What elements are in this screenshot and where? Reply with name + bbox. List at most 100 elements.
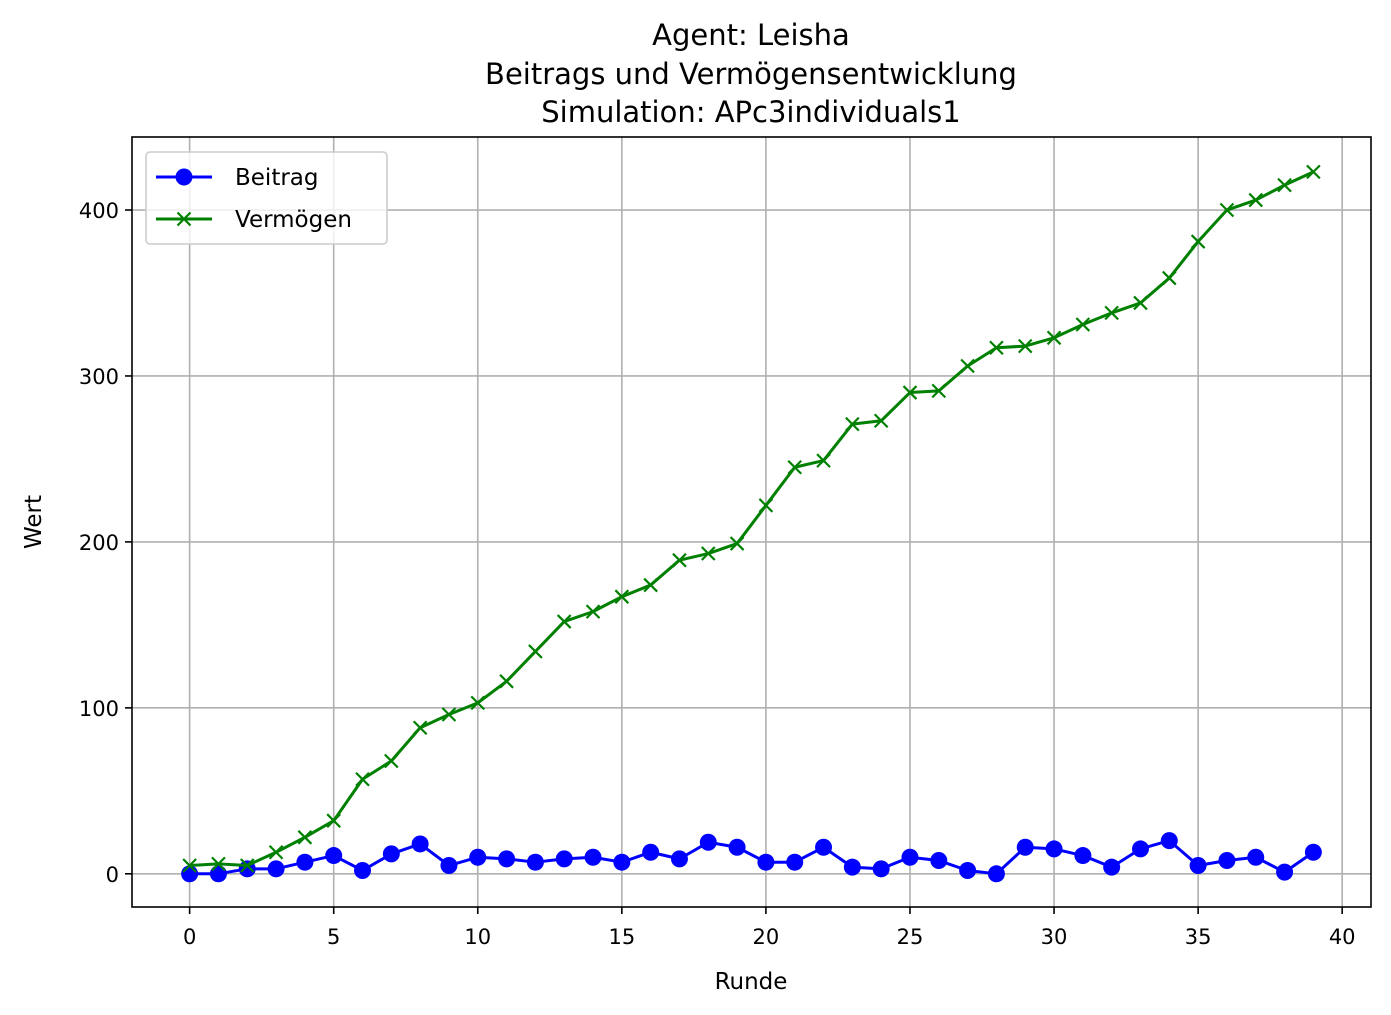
data-point-vermoegen <box>326 813 341 828</box>
data-point-beitrag <box>1218 852 1236 870</box>
y-axis-label: Wert <box>21 495 47 549</box>
data-point-beitrag <box>1247 848 1265 866</box>
chart-title: Agent: Leisha Beitrags und Vermögensentw… <box>485 18 1017 129</box>
chart-title-line-2: Beitrags und Vermögensentwicklung <box>485 57 1017 91</box>
data-point-beitrag <box>843 858 861 876</box>
data-point-beitrag <box>670 850 688 868</box>
data-point-beitrag <box>1131 840 1149 858</box>
data-point-vermoegen <box>845 416 860 432</box>
data-point-vermoegen <box>297 830 313 845</box>
data-point-vermoegen <box>182 858 197 873</box>
data-point-vermoegen <box>960 358 975 374</box>
data-point-beitrag <box>584 848 602 866</box>
y-tick-label: 0 <box>106 863 119 887</box>
data-point-beitrag <box>786 853 804 871</box>
series-vermoegen <box>182 164 1321 873</box>
data-point-beitrag <box>1160 832 1178 850</box>
data-point-vermoegen <box>989 340 1004 356</box>
data-point-beitrag <box>267 860 285 878</box>
data-point-vermoegen <box>470 695 486 711</box>
data-point-vermoegen <box>441 707 457 722</box>
data-point-vermoegen <box>643 577 658 593</box>
data-point-beitrag <box>526 853 544 871</box>
data-point-beitrag <box>930 852 948 870</box>
data-point-beitrag <box>1276 863 1294 881</box>
data-point-vermoegen <box>585 604 601 619</box>
data-point-beitrag <box>354 861 372 879</box>
x-tick-label: 15 <box>608 925 635 949</box>
x-tick-label: 40 <box>1329 925 1356 949</box>
data-point-beitrag <box>757 853 775 871</box>
y-tick-label: 200 <box>79 531 119 555</box>
data-point-vermoegen <box>1104 305 1119 321</box>
series-line-vermoegen <box>189 170 1314 868</box>
data-point-beitrag <box>1103 858 1121 876</box>
data-point-beitrag <box>1074 847 1092 865</box>
data-point-beitrag <box>1189 857 1207 875</box>
data-point-vermoegen <box>873 413 889 429</box>
series-line-beitrag <box>189 839 1315 876</box>
data-point-beitrag <box>411 835 429 853</box>
data-point-vermoegen <box>758 498 774 513</box>
x-tick-label: 0 <box>183 925 196 949</box>
plot-area-frame <box>131 136 1372 908</box>
legend-label-beitrag: Beitrag <box>235 165 319 191</box>
legend-marker-vermoegen <box>176 211 192 227</box>
legend: Beitrag Vermögen <box>145 151 388 245</box>
data-point-vermoegen <box>672 552 687 568</box>
data-point-vermoegen <box>528 644 543 659</box>
data-point-vermoegen <box>556 614 572 629</box>
data-point-vermoegen <box>1017 338 1033 354</box>
data-point-beitrag <box>498 850 516 868</box>
data-point-beitrag <box>642 843 660 861</box>
data-point-beitrag <box>1016 838 1034 856</box>
chart-title-line-1: Agent: Leisha <box>652 18 850 52</box>
legend-marker-beitrag <box>175 168 193 186</box>
data-point-vermoegen <box>816 453 831 468</box>
x-axis: 0 5 10 15 20 25 30 35 40 <box>183 907 1356 949</box>
data-point-vermoegen <box>902 385 918 400</box>
data-point-vermoegen <box>211 856 226 872</box>
chart-title-line-3: Simulation: APc3individuals1 <box>541 95 960 129</box>
data-point-beitrag <box>469 848 487 866</box>
data-point-vermoegen <box>1306 164 1321 180</box>
data-point-vermoegen <box>931 383 947 399</box>
data-point-vermoegen <box>614 589 630 604</box>
data-point-vermoegen <box>1075 317 1091 332</box>
data-point-beitrag <box>1045 840 1063 858</box>
data-point-vermoegen <box>1248 192 1264 208</box>
x-tick-label: 30 <box>1041 925 1068 949</box>
y-tick-label: 100 <box>79 697 119 721</box>
data-point-beitrag <box>181 865 199 883</box>
legend-box <box>145 151 388 245</box>
data-point-beitrag <box>1304 843 1322 861</box>
data-point-beitrag <box>613 853 631 871</box>
series-beitrag <box>181 832 1322 883</box>
data-point-beitrag <box>382 845 400 863</box>
data-point-vermoegen <box>1162 270 1177 286</box>
data-point-beitrag <box>699 833 717 851</box>
data-point-beitrag <box>209 865 227 883</box>
data-point-vermoegen <box>412 720 428 736</box>
data-point-beitrag <box>987 865 1005 883</box>
data-point-vermoegen <box>787 459 802 475</box>
legend-label-vermoegen: Vermögen <box>235 207 352 233</box>
data-point-vermoegen <box>499 674 514 689</box>
x-tick-label: 35 <box>1185 925 1212 949</box>
data-point-vermoegen <box>1219 202 1235 218</box>
data-point-beitrag <box>959 861 977 879</box>
grid-lines <box>132 137 1371 907</box>
y-tick-label: 300 <box>79 365 119 389</box>
x-axis-label: Runde <box>715 969 788 995</box>
data-point-beitrag <box>901 848 919 866</box>
y-tick-label: 400 <box>79 199 119 223</box>
x-tick-label: 25 <box>897 925 924 949</box>
data-point-beitrag <box>555 850 573 868</box>
data-point-vermoegen <box>1277 177 1292 193</box>
data-point-vermoegen <box>729 536 745 551</box>
data-point-vermoegen <box>384 753 399 769</box>
data-point-beitrag <box>815 838 833 856</box>
data-point-vermoegen <box>1046 330 1062 346</box>
x-tick-label: 10 <box>464 925 491 949</box>
